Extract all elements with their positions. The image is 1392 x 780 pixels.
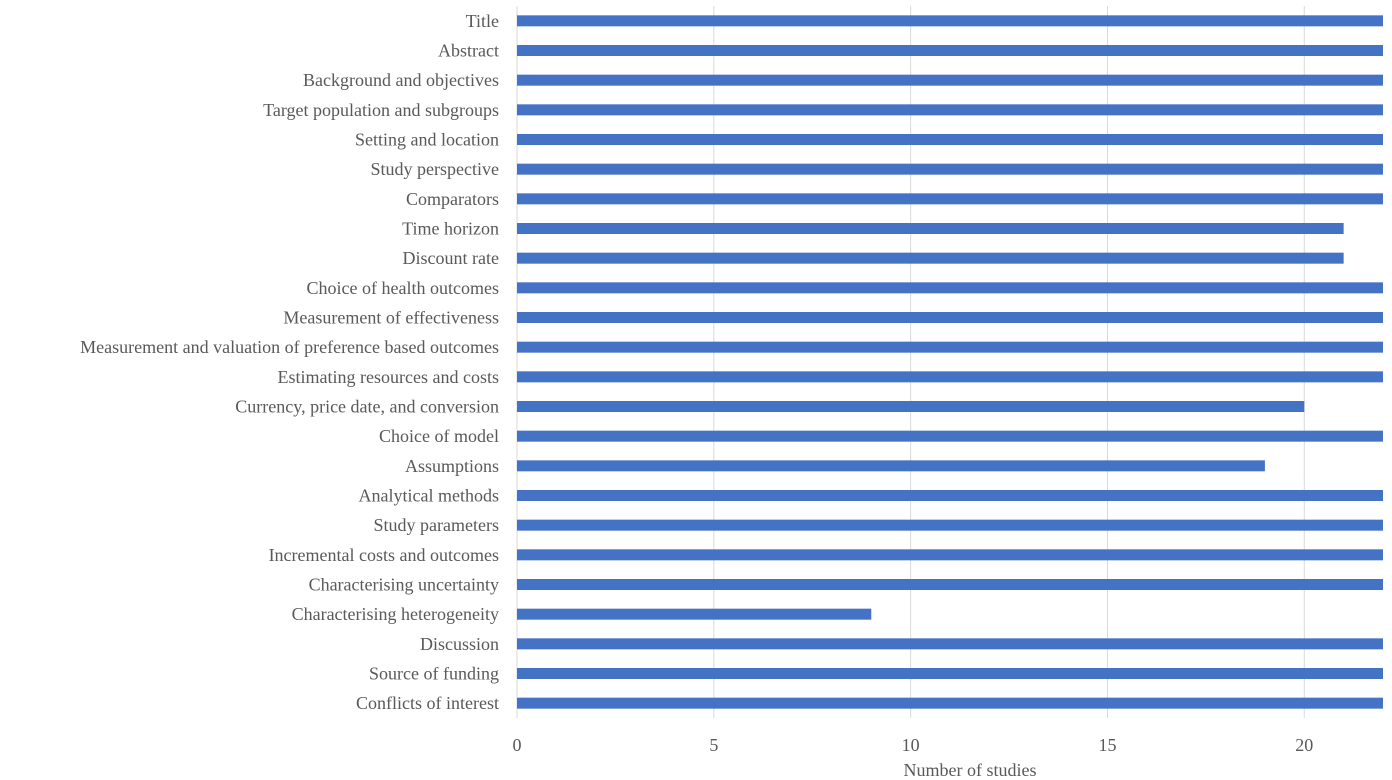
bar xyxy=(517,15,1383,27)
bar xyxy=(517,638,1383,650)
bar xyxy=(517,697,1383,709)
category-label: Incremental costs and outcomes xyxy=(269,545,499,565)
category-label: Characterising uncertainty xyxy=(309,575,499,595)
category-label: Currency, price date, and conversion xyxy=(235,397,499,417)
bar xyxy=(517,579,1383,590)
bar xyxy=(517,163,1383,175)
category-label: Estimating resources and costs xyxy=(278,367,499,387)
category-label: Assumptions xyxy=(405,456,499,476)
x-tick-label: 5 xyxy=(709,735,718,755)
bar xyxy=(517,45,1383,56)
x-axis-title: Number of studies xyxy=(904,760,1037,780)
category-label: Study parameters xyxy=(374,515,499,535)
category-label: Characterising heterogeneity xyxy=(292,604,499,624)
category-label: Target population and subgroups xyxy=(263,100,499,120)
x-tick-labels: 0 5 10 15 20 xyxy=(513,735,1314,755)
category-label: Analytical methods xyxy=(359,486,499,506)
category-label: Abstract xyxy=(438,41,499,61)
bar xyxy=(517,74,1383,86)
category-label: Discount rate xyxy=(403,248,499,268)
gridlines xyxy=(516,6,1305,718)
bar xyxy=(517,312,1383,323)
bar xyxy=(517,549,1383,561)
category-label: Source of funding xyxy=(369,664,499,684)
bar xyxy=(517,519,1383,531)
category-label: Background and objectives xyxy=(303,70,499,90)
bar xyxy=(517,282,1383,294)
category-label: Time horizon xyxy=(402,219,499,239)
category-label: Conflicts of interest xyxy=(356,693,499,713)
bar xyxy=(517,608,872,620)
bar xyxy=(517,371,1383,383)
category-label: Title xyxy=(466,11,499,31)
bar xyxy=(517,223,1344,234)
category-label: Choice of model xyxy=(379,426,499,446)
category-label: Measurement of effectiveness xyxy=(283,308,499,328)
bars xyxy=(517,15,1383,709)
x-tick-label: 20 xyxy=(1295,735,1313,755)
bar xyxy=(517,401,1305,412)
bar xyxy=(517,341,1383,353)
category-labels: Title Abstract Background and objectives Ta… xyxy=(80,11,499,713)
x-tick-label: 15 xyxy=(1098,735,1116,755)
category-label: Comparators xyxy=(406,189,499,209)
category-label: Measurement and valuation of preference … xyxy=(80,337,499,357)
x-tick-label: 0 xyxy=(513,735,522,755)
bar xyxy=(517,460,1265,472)
bar xyxy=(517,430,1383,442)
category-label: Choice of health outcomes xyxy=(307,278,499,298)
x-tick-label: 10 xyxy=(902,735,920,755)
bar xyxy=(517,490,1383,501)
category-label: Setting and location xyxy=(355,130,499,150)
bar xyxy=(517,104,1383,116)
bar xyxy=(517,134,1383,145)
category-label: Study perspective xyxy=(371,159,499,179)
bar xyxy=(517,668,1383,679)
category-label: Discussion xyxy=(420,634,499,654)
bar xyxy=(517,193,1383,205)
bar xyxy=(517,252,1344,264)
